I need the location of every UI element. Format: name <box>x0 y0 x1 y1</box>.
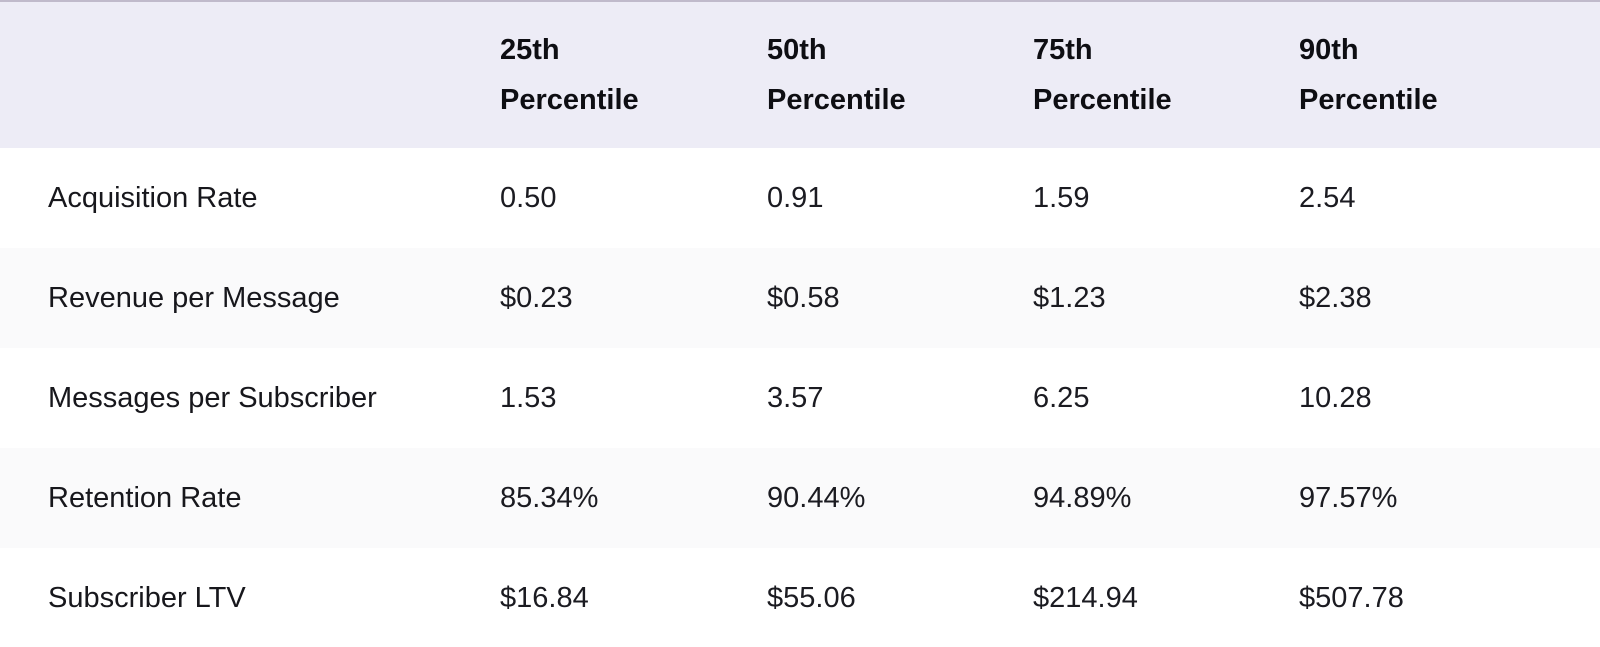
cell-value: $55.06 <box>767 581 856 614</box>
column-header-90th-percentile: 90th Percentile <box>1299 2 1600 148</box>
cell-value: 10.28 <box>1299 381 1372 414</box>
row-label: Acquisition Rate <box>48 181 258 214</box>
row-label: Subscriber LTV <box>48 581 246 614</box>
row-label: Retention Rate <box>48 481 242 514</box>
cell-value: 90.44% <box>767 481 866 514</box>
cell-value: $1.23 <box>1033 281 1106 314</box>
cell-value: $214.94 <box>1033 581 1138 614</box>
cell-value: $0.58 <box>767 281 840 314</box>
table-header-row: 25th Percentile 50th Percentile 75th Per… <box>0 2 1600 148</box>
table-row-retention-rate: Retention Rate 85.34% 90.44% 94.89% 97.5… <box>0 448 1600 548</box>
cell-value: 3.57 <box>767 381 824 414</box>
cell-value: 1.59 <box>1033 181 1090 214</box>
table-row-subscriber-ltv: Subscriber LTV $16.84 $55.06 $214.94 $50… <box>0 548 1600 647</box>
cell-value: 2.54 <box>1299 181 1356 214</box>
column-header-label: 50th Percentile <box>767 34 906 116</box>
cell-value: 0.91 <box>767 181 824 214</box>
table-row-messages-per-subscriber: Messages per Subscriber 1.53 3.57 6.25 1… <box>0 348 1600 448</box>
column-header-50th-percentile: 50th Percentile <box>767 2 1033 148</box>
column-header-label: 25th Percentile <box>500 34 639 116</box>
table-row-revenue-per-message: Revenue per Message $0.23 $0.58 $1.23 $2… <box>0 248 1600 348</box>
row-label: Messages per Subscriber <box>48 381 377 414</box>
cell-value: 6.25 <box>1033 381 1090 414</box>
column-header-label: 90th Percentile <box>1299 34 1438 116</box>
cell-value: $16.84 <box>500 581 589 614</box>
cell-value: 97.57% <box>1299 481 1398 514</box>
table-row-acquisition-rate: Acquisition Rate 0.50 0.91 1.59 2.54 <box>0 148 1600 248</box>
cell-value: 85.34% <box>500 481 599 514</box>
row-label: Revenue per Message <box>48 281 340 314</box>
cell-value: 1.53 <box>500 381 557 414</box>
column-header-label: 75th Percentile <box>1033 34 1172 116</box>
column-header-empty <box>0 2 500 148</box>
column-header-25th-percentile: 25th Percentile <box>500 2 767 148</box>
cell-value: 94.89% <box>1033 481 1132 514</box>
column-header-75th-percentile: 75th Percentile <box>1033 2 1299 148</box>
cell-value: $2.38 <box>1299 281 1372 314</box>
cell-value: $0.23 <box>500 281 573 314</box>
cell-value: $507.78 <box>1299 581 1404 614</box>
cell-value: 0.50 <box>500 181 557 214</box>
